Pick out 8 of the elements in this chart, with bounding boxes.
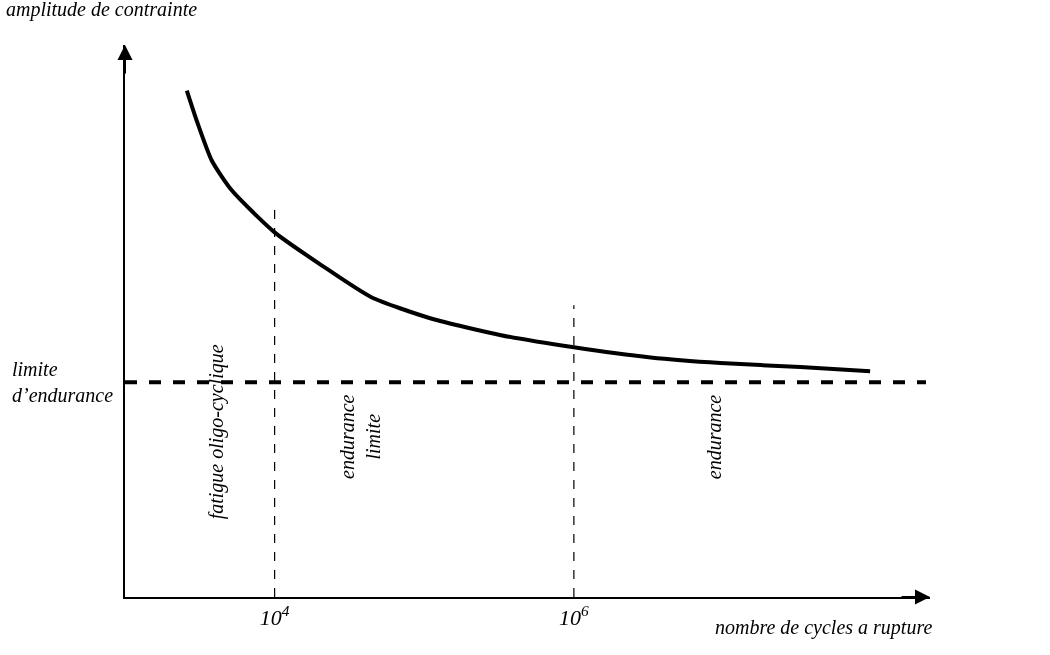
annotation: endurance — [703, 394, 726, 480]
annotation: endurance limite — [336, 394, 385, 479]
ref-line-label: limite d’endurance — [12, 358, 114, 406]
y-axis-title: amplitude de contrainte — [6, 0, 198, 21]
x-axis-title: nombre de cycles a rupture — [715, 616, 933, 639]
x-tick-label: 10$^{6}$ — [559, 602, 590, 631]
x-tick-label: 10$^{4}$ — [259, 602, 290, 631]
annotation: fatigue oligo-cyclique — [204, 344, 228, 520]
